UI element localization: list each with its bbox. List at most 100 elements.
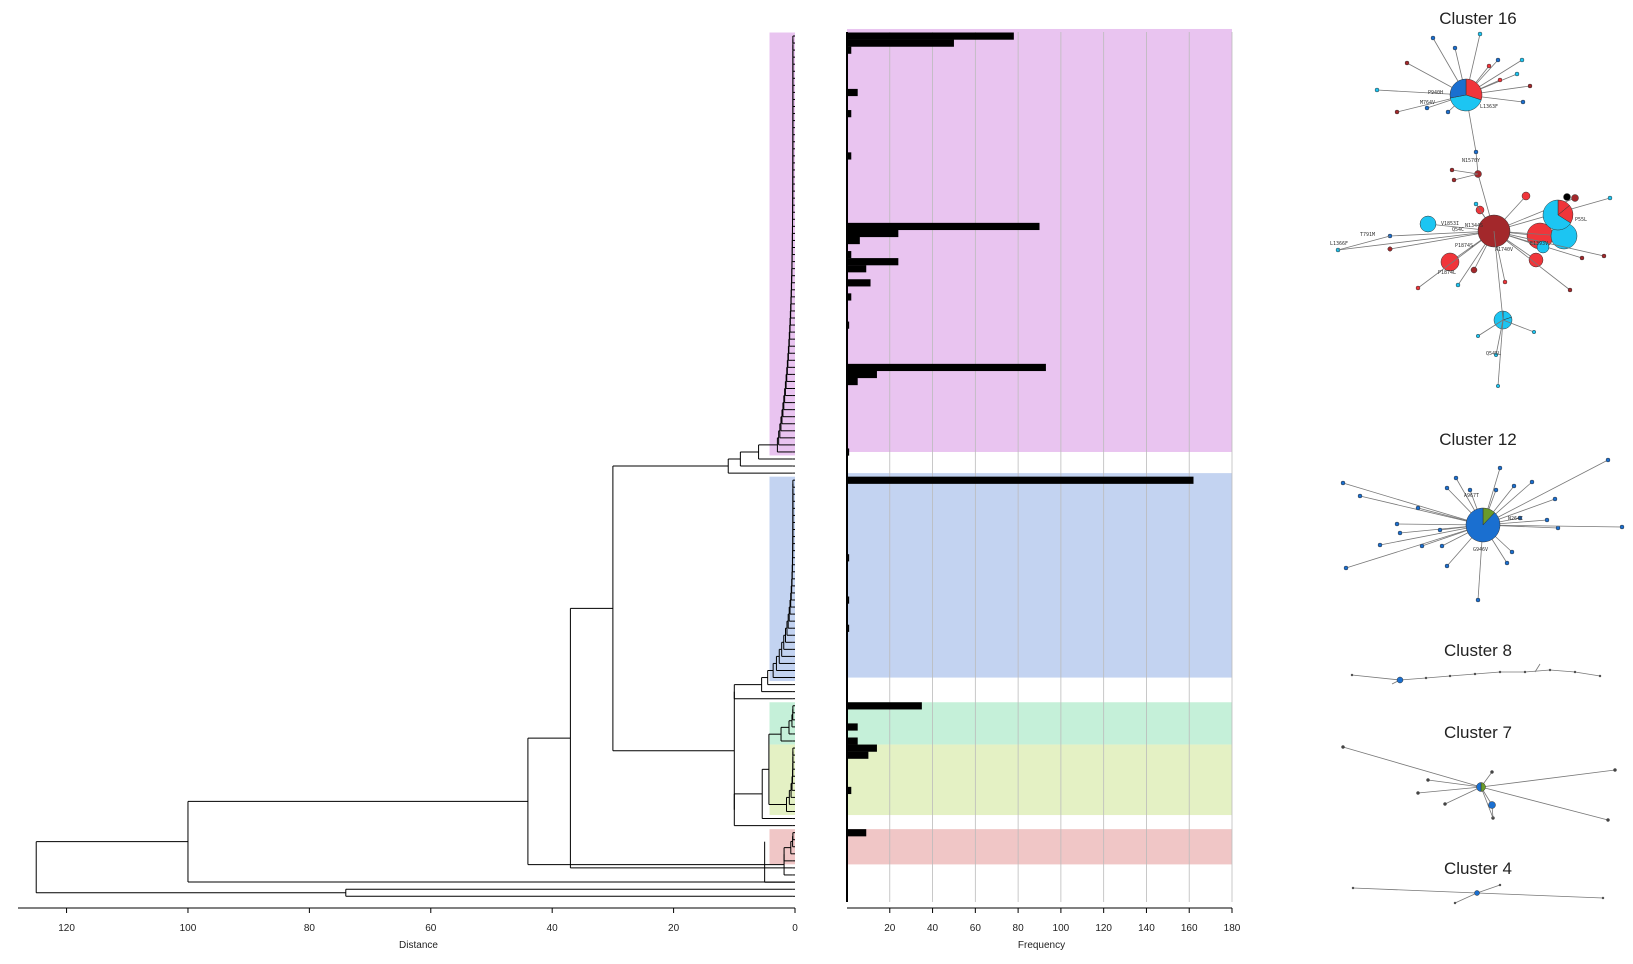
network-node <box>1527 83 1533 89</box>
network-edge <box>1444 786 1482 805</box>
frequency-bar <box>847 702 922 710</box>
cluster-16-pie-node <box>1542 199 1574 231</box>
network-edge <box>1495 319 1504 356</box>
frequency-tick-label: 100 <box>1053 923 1070 934</box>
network-edge <box>1477 319 1504 337</box>
network-edge <box>1502 319 1535 333</box>
network-edge <box>1399 677 1427 681</box>
network-node <box>1439 543 1445 549</box>
network-node <box>1517 515 1523 521</box>
dendrogram-tick-label: 40 <box>547 923 559 934</box>
dendrogram-group-band <box>769 32 795 456</box>
frequency-bar <box>847 448 850 456</box>
frequency-tick-label: 120 <box>1095 923 1112 934</box>
network-node <box>1477 31 1483 37</box>
dendrogram <box>35 32 795 897</box>
frequency-bar <box>847 39 954 47</box>
dendrogram-tick-label: 0 <box>792 923 798 934</box>
mutation-label: N1570Y <box>1462 158 1480 164</box>
mutation-label: E1393V <box>1530 241 1548 247</box>
frequency-group-band <box>847 744 1232 816</box>
network-node <box>1475 333 1481 339</box>
network-node <box>1397 530 1403 536</box>
network-node <box>1497 77 1503 83</box>
mutation-label: P1874S <box>1455 243 1473 249</box>
pie-slice <box>1449 78 1467 99</box>
mutation-label: L1363F <box>1480 104 1498 110</box>
network-node <box>1613 768 1617 772</box>
cluster-7-network <box>1341 745 1617 822</box>
network-node <box>1488 801 1496 809</box>
cluster-7-title: Cluster 7 <box>1444 723 1512 742</box>
network-node <box>1473 672 1477 676</box>
network-node <box>1498 670 1502 674</box>
dendrogram-group-band <box>769 476 795 682</box>
network-edge <box>1359 495 1484 526</box>
network-node <box>1571 194 1579 202</box>
mutation-label: Q545L <box>1486 351 1501 357</box>
network-node <box>1443 802 1447 806</box>
network-edge <box>1493 230 1504 321</box>
mutation-label: L1366F <box>1330 241 1348 247</box>
network-node <box>1448 674 1452 678</box>
frequency-bar <box>847 236 860 245</box>
frequency-group-band <box>847 28 1232 452</box>
network-edge <box>1493 230 1605 257</box>
frequency-tick-label: 60 <box>970 923 982 934</box>
network-node <box>1387 246 1393 252</box>
pie-slice <box>1465 507 1501 543</box>
network-node <box>1544 517 1550 523</box>
network-edge <box>1451 169 1479 175</box>
frequency-bar <box>847 293 852 301</box>
dendrogram-tick-label: 120 <box>58 923 75 934</box>
frequency-bar <box>847 265 867 273</box>
cluster-12-network: A967T N264C G946V <box>1340 457 1625 603</box>
frequency-bar <box>847 32 1014 40</box>
network-node <box>1601 253 1607 259</box>
frequency-bar <box>847 723 858 731</box>
cluster-8-title: Cluster 8 <box>1444 641 1512 660</box>
frequency-bar <box>847 46 852 54</box>
network-node <box>1502 279 1508 285</box>
network-node <box>1449 167 1455 173</box>
frequency-bar <box>847 251 852 259</box>
cluster-16-title: Cluster 16 <box>1439 9 1516 28</box>
mutation-label: P55L <box>1575 217 1587 223</box>
network-edge <box>1337 235 1391 251</box>
network-edge <box>1497 319 1504 387</box>
network-edge <box>1352 887 1478 894</box>
network-node <box>1396 676 1404 684</box>
frequency-group-band <box>847 829 1232 865</box>
cluster-4-network <box>1351 883 1605 905</box>
pie-slice <box>1542 199 1572 231</box>
network-node <box>1473 149 1479 155</box>
frequency-x-axis: Frequency 20 40 60 80 100 120 140 160 180 <box>847 907 1241 951</box>
network-node <box>1444 485 1450 491</box>
network-node <box>1601 896 1605 900</box>
cluster-8-network <box>1350 663 1602 685</box>
cluster-16-hub <box>1449 78 1483 112</box>
cluster-12-hub <box>1465 507 1501 543</box>
network-node <box>1357 493 1363 499</box>
network-node <box>1552 496 1558 502</box>
network-node <box>1509 549 1515 555</box>
network-node <box>1377 542 1383 548</box>
frequency-tick-label: 20 <box>884 923 896 934</box>
network-node <box>1453 475 1459 481</box>
network-node <box>1579 255 1585 261</box>
network-node <box>1536 240 1550 254</box>
network-node <box>1340 480 1346 486</box>
frequency-bar <box>847 829 867 837</box>
dendrogram-tick-label: 60 <box>425 923 437 934</box>
mutation-label: Q54C <box>1452 227 1464 233</box>
network-edge <box>1427 779 1482 788</box>
frequency-bar <box>847 321 850 329</box>
network-edge <box>1454 892 1478 904</box>
network-node <box>1452 45 1458 51</box>
frequency-bar <box>847 737 858 745</box>
mutation-label: P1874L <box>1438 270 1456 276</box>
network-edge <box>1379 524 1484 546</box>
frequency-bar-chart <box>846 28 1233 902</box>
dendrogram-tick-label: 100 <box>180 923 197 934</box>
